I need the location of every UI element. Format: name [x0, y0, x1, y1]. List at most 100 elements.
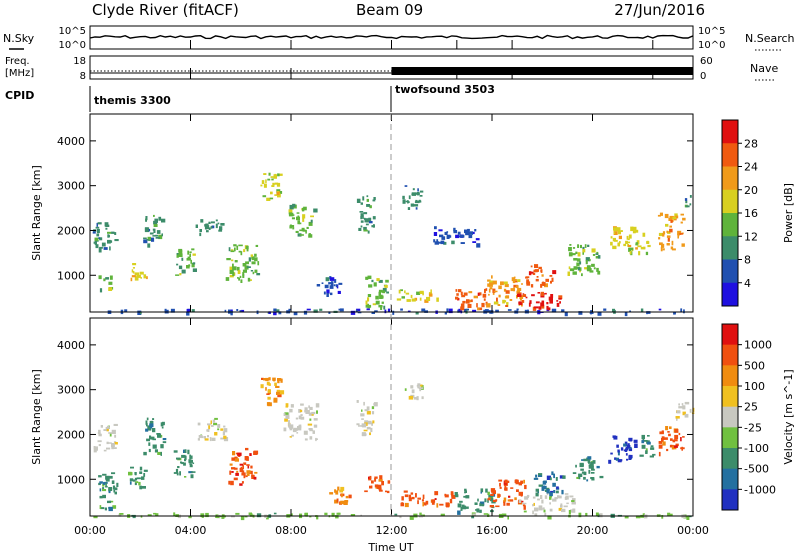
power-cell [291, 214, 295, 216]
power-cell [93, 241, 97, 244]
power-cell [316, 284, 321, 287]
velocity-cell [523, 505, 526, 510]
power-cell [188, 264, 191, 267]
velocity-cell [313, 424, 318, 428]
power-cell [519, 295, 524, 299]
velocity-x-tick-label: 20:00 [577, 524, 609, 537]
power-cell [338, 282, 343, 285]
velocity-cell [367, 411, 370, 414]
power-cell [334, 279, 337, 283]
velocity-cell [335, 490, 339, 495]
velocity-cell [542, 485, 545, 489]
power-cell [586, 265, 591, 270]
velocity-cell [148, 442, 151, 446]
power-cell [359, 211, 364, 213]
power-cell [329, 277, 335, 281]
station-title: Clyde River (fitACF) [92, 1, 239, 19]
velocity-cell [462, 505, 467, 510]
power-cell [496, 297, 498, 303]
power-cell [215, 219, 218, 222]
power-cell [277, 173, 280, 177]
power-cell [669, 228, 673, 233]
power-cell [510, 288, 515, 292]
velocity-cell [487, 498, 491, 501]
power-cell [671, 248, 676, 251]
velocity-cell [231, 467, 236, 470]
power-cell [541, 274, 544, 277]
velocity-cell [130, 466, 134, 469]
freq-band-post [391, 67, 693, 75]
power-cell [324, 284, 329, 289]
power-cell [419, 190, 424, 193]
velocity-colorbar-swatch [722, 324, 738, 346]
power-cell [528, 271, 532, 276]
velocity-cell [538, 475, 542, 477]
power-cell [460, 306, 465, 311]
power-cell [544, 292, 547, 295]
velocity-cell [198, 435, 203, 438]
velocity-region [197, 417, 229, 442]
velocity-cell [289, 428, 293, 431]
power-cell [467, 228, 470, 232]
power-cell [674, 213, 678, 217]
velocity-cell [524, 496, 529, 500]
power-region [225, 244, 261, 283]
velocity-cell [650, 447, 655, 450]
velocity-cell [116, 482, 119, 487]
power-cell [538, 266, 542, 270]
velocity-cell [356, 423, 360, 426]
velocity-cell [587, 456, 592, 460]
power-cell [518, 301, 523, 306]
power-cell [97, 222, 102, 225]
power-cell [328, 282, 333, 285]
velocity-cell [667, 431, 670, 433]
velocity-cell [341, 493, 343, 498]
power-cell [228, 247, 231, 252]
power-cell [306, 226, 309, 229]
velocity-cell [112, 485, 116, 490]
velocity-cell [381, 481, 384, 486]
velocity-cell [207, 423, 211, 426]
power-cell [503, 288, 507, 292]
velocity-cell [241, 481, 244, 484]
velocity-cell [673, 445, 678, 448]
power-cell [455, 296, 459, 300]
power-cell [179, 273, 182, 276]
power-cell [511, 277, 516, 282]
velocity-cell [546, 493, 549, 496]
velocity-cell [635, 515, 641, 519]
power-y-tick-label: 1000 [57, 269, 85, 282]
velocity-cell [520, 480, 523, 484]
power-cell [310, 215, 314, 218]
power-cell [540, 269, 543, 273]
power-cell [689, 195, 692, 198]
power-cell [242, 263, 247, 267]
power-cell [482, 293, 487, 298]
freq-panel: Freq. [MHz] 18 8 60 0 Nave [5, 55, 778, 82]
power-cell [460, 234, 465, 238]
power-cell [419, 195, 423, 197]
velocity-cell [268, 383, 271, 386]
power-cell [340, 308, 344, 312]
power-cell [366, 204, 371, 207]
velocity-cell [239, 467, 243, 473]
velocity-cell [206, 429, 209, 432]
power-cell [217, 222, 220, 225]
power-cell [521, 300, 525, 303]
velocity-cell [533, 502, 535, 506]
velocity-cell [190, 459, 193, 463]
velocity-cell [209, 437, 212, 442]
power-cell [488, 310, 491, 312]
power-cell [671, 240, 674, 246]
velocity-cell [659, 431, 664, 435]
freq-left-label-top: Freq. [5, 56, 30, 67]
power-cell [568, 252, 573, 257]
power-cell [546, 302, 549, 305]
velocity-cell [663, 437, 668, 440]
velocity-cell [280, 378, 283, 383]
velocity-cell [532, 504, 534, 507]
power-cell [502, 299, 505, 304]
velocity-cell [628, 454, 631, 458]
velocity-cell [204, 438, 209, 441]
power-cell [545, 278, 549, 282]
